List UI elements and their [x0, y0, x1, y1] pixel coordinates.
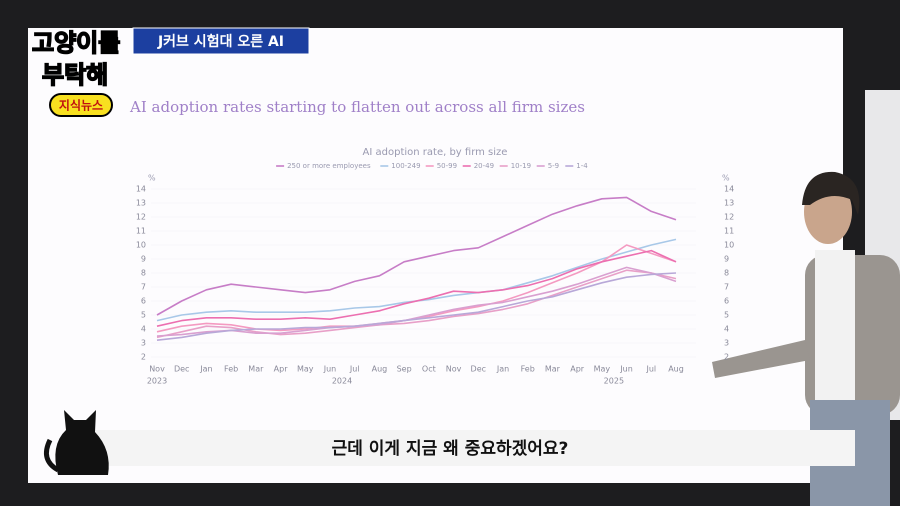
x-tick-label: Mar	[248, 365, 264, 374]
y-tick-label-right: 4	[724, 325, 729, 334]
logo-tag: 지식뉴스	[59, 98, 103, 113]
x-tick-label: Sep	[397, 365, 412, 374]
y-tick-label: 11	[136, 227, 146, 236]
x-tick-label: Jun	[323, 365, 337, 374]
y-tick-label: 10	[136, 241, 146, 250]
banner-bg	[132, 27, 310, 55]
banner: J커브 시험대 오른 AI	[157, 33, 284, 50]
series-line	[156, 266, 677, 337]
y-tick-label-right: 2	[724, 353, 729, 362]
cat-icon	[55, 410, 109, 475]
y-tick-label: 14	[136, 185, 146, 194]
y-tick-label-right: 8	[724, 269, 729, 278]
y-unit-right: %	[722, 174, 730, 183]
x-tick-label: Oct	[422, 365, 436, 374]
x-year-label: 2025	[604, 377, 624, 386]
x-tick-label: May	[297, 365, 314, 374]
x-tick-label: Jul	[645, 365, 656, 374]
y-tick-label: 9	[141, 255, 146, 264]
x-tick-label: Jun	[619, 365, 633, 374]
x-tick-label: Mar	[545, 365, 561, 374]
y-tick-label-right: 3	[724, 339, 729, 348]
x-year-label: 2023	[147, 377, 167, 386]
series-line	[156, 272, 677, 341]
y-tick-label: 3	[141, 339, 146, 348]
caption: 근데 이게 지금 왜 중요하겠어요?	[332, 439, 569, 459]
y-tick-label-right: 5	[724, 311, 729, 320]
legend-label: 50-99	[437, 162, 457, 170]
x-tick-label: Nov	[446, 365, 462, 374]
y-tick-label-right: 10	[724, 241, 734, 250]
y-tick-label: 8	[141, 269, 146, 278]
logo-line2: 부탁해	[42, 61, 108, 89]
presenter-arm	[712, 340, 810, 378]
plot: 2 2 3 3 4 4 5 5 6 6 7 7 8 8 9 9 10 10 11 11 12 12 13 13 14 14 Nov 2…	[136, 162, 734, 386]
legend-label: 100-249	[391, 162, 420, 170]
y-tick-label-right: 6	[724, 297, 729, 306]
x-tick-label: May	[594, 365, 611, 374]
x-tick-label: Apr	[274, 365, 289, 374]
y-tick-label-right: 11	[724, 227, 734, 236]
y-unit-left: %	[148, 174, 156, 183]
y-tick-label: 6	[141, 297, 146, 306]
logo-tag-bg	[49, 93, 113, 117]
y-tick-label-right: 12	[724, 213, 734, 222]
presenter	[712, 171, 900, 506]
y-tick-label-right: 9	[724, 255, 729, 264]
x-tick-label: Jan	[496, 365, 509, 374]
y-tick-label-right: 13	[724, 199, 734, 208]
x-tick-label: Dec	[471, 365, 486, 374]
y-tick-label: 13	[136, 199, 146, 208]
x-tick-label: Jan	[199, 365, 212, 374]
x-tick-label: Nov	[149, 365, 165, 374]
y-tick-label-right: 7	[724, 283, 729, 292]
x-year-label: 2024	[332, 377, 352, 386]
y-tick-label: 7	[141, 283, 146, 292]
y-tick-label-right: 14	[724, 185, 734, 194]
legend-label: 5-9	[548, 162, 559, 170]
chart-title: AI adoption rates starting to flatten ou…	[129, 98, 585, 116]
presenter-hair	[802, 171, 860, 215]
series-line	[156, 249, 677, 327]
chart-subtitle: AI adoption rate, by firm size	[363, 147, 508, 158]
x-tick-label: Feb	[224, 365, 238, 374]
x-tick-label: Aug	[372, 365, 388, 374]
y-tick-label: 4	[141, 325, 146, 334]
series-line	[156, 196, 677, 316]
x-tick-label: Aug	[668, 365, 684, 374]
y-tick-label: 5	[141, 311, 146, 320]
x-tick-label: Jul	[349, 365, 360, 374]
x-tick-label: Dec	[174, 365, 189, 374]
logo-line1: 고양이를	[32, 29, 120, 57]
legend-label: 20-49	[474, 162, 494, 170]
legend-label: 10-19	[511, 162, 531, 170]
x-tick-label: Apr	[570, 365, 585, 374]
y-tick-label: 12	[136, 213, 146, 222]
caption-bar	[95, 430, 855, 466]
x-tick-label: Feb	[521, 365, 535, 374]
y-tick-label: 2	[141, 353, 146, 362]
cat-tail	[43, 438, 60, 473]
presenter-shirt	[815, 250, 855, 400]
legend-label: 1-4	[576, 162, 588, 170]
legend-label: 250 or more employees	[287, 162, 371, 170]
